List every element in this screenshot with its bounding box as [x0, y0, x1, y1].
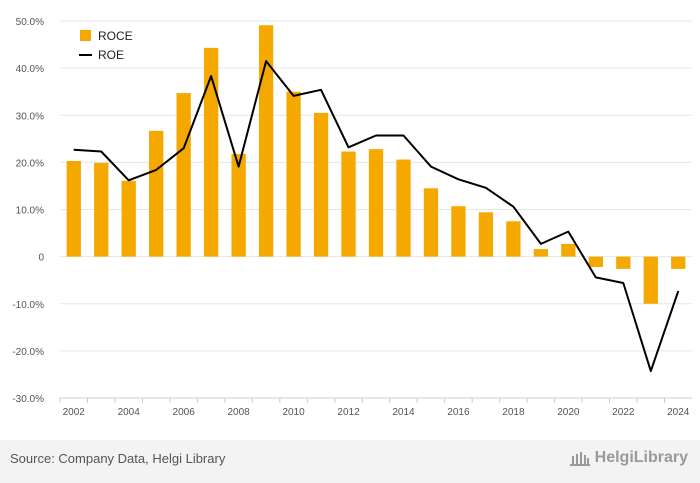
roce-bar — [313, 112, 329, 257]
roce-bar — [643, 256, 658, 304]
roe-line-layer — [73, 60, 680, 373]
x-tick-label: 2020 — [557, 407, 580, 418]
roce-bar — [368, 149, 384, 257]
legend-swatch-roce — [80, 30, 91, 41]
x-tick-label: 2018 — [502, 407, 525, 418]
chart: 50.0% 40.0% 30.0% 20.0% 10.0% 0 -10.0% -20.0% -3… — [12, 17, 692, 418]
y-tick-label: 10.0% — [16, 206, 44, 217]
roce-bar — [258, 25, 274, 257]
x-tick-label: 2012 — [337, 407, 360, 418]
roce-bar — [149, 130, 164, 257]
roe-line — [73, 60, 680, 373]
roce-bar — [341, 151, 356, 257]
x-tick-label: 2008 — [227, 407, 250, 418]
x-tick-label: 2010 — [282, 407, 305, 418]
roce-bar — [451, 206, 466, 257]
y-tick-label: 30.0% — [16, 111, 44, 122]
roce-bar — [588, 256, 603, 267]
roce-bar — [286, 91, 301, 257]
y-tick-label: 0 — [38, 253, 44, 264]
library-building-icon — [569, 452, 590, 466]
y-tick-label: 40.0% — [16, 64, 44, 75]
roce-bar — [396, 159, 411, 257]
brand-logo[interactable]: HelgiLibrary — [569, 449, 688, 467]
roce-bars — [66, 25, 686, 304]
footer: Source: Company Data, Helgi Library Helg… — [0, 440, 700, 483]
y-tick-label: -10.0% — [12, 300, 44, 311]
y-tick-label: -20.0% — [12, 347, 44, 358]
roce-bar — [561, 243, 576, 257]
x-tick-label: 2006 — [173, 407, 196, 418]
legend-label-roce: ROCE — [98, 29, 133, 43]
roce-bar — [506, 221, 521, 257]
y-tick-label: 20.0% — [16, 158, 44, 169]
roce-bar — [616, 256, 631, 269]
roce-bar — [478, 212, 494, 257]
brand-name: HelgiLibrary — [594, 449, 688, 466]
roce-bar — [121, 180, 136, 257]
roce-bar — [231, 153, 246, 257]
y-tick-label: 50.0% — [16, 17, 44, 28]
source-text: Source: Company Data, Helgi Library — [10, 451, 226, 466]
roce-bar — [423, 188, 439, 257]
roce-bar — [66, 160, 81, 257]
x-tick-label: 2002 — [63, 407, 86, 418]
x-tick-label: 2022 — [612, 407, 635, 418]
axes: 50.0% 40.0% 30.0% 20.0% 10.0% 0 -10.0% -20.0% -3… — [12, 17, 692, 418]
roce-bar — [203, 47, 219, 257]
roce-bar — [94, 162, 109, 257]
legend: ROCE ROE — [79, 29, 133, 62]
legend-label-roe: ROE — [98, 48, 124, 62]
x-tick-label: 2004 — [118, 407, 141, 418]
roce-bar — [671, 256, 686, 269]
x-tick-label: 2014 — [392, 407, 415, 418]
x-tick-label: 2016 — [447, 407, 470, 418]
roce-bar — [533, 249, 549, 257]
y-tick-label: -30.0% — [12, 394, 44, 405]
x-tick-label: 2024 — [667, 407, 690, 418]
roce-bar — [176, 93, 191, 257]
